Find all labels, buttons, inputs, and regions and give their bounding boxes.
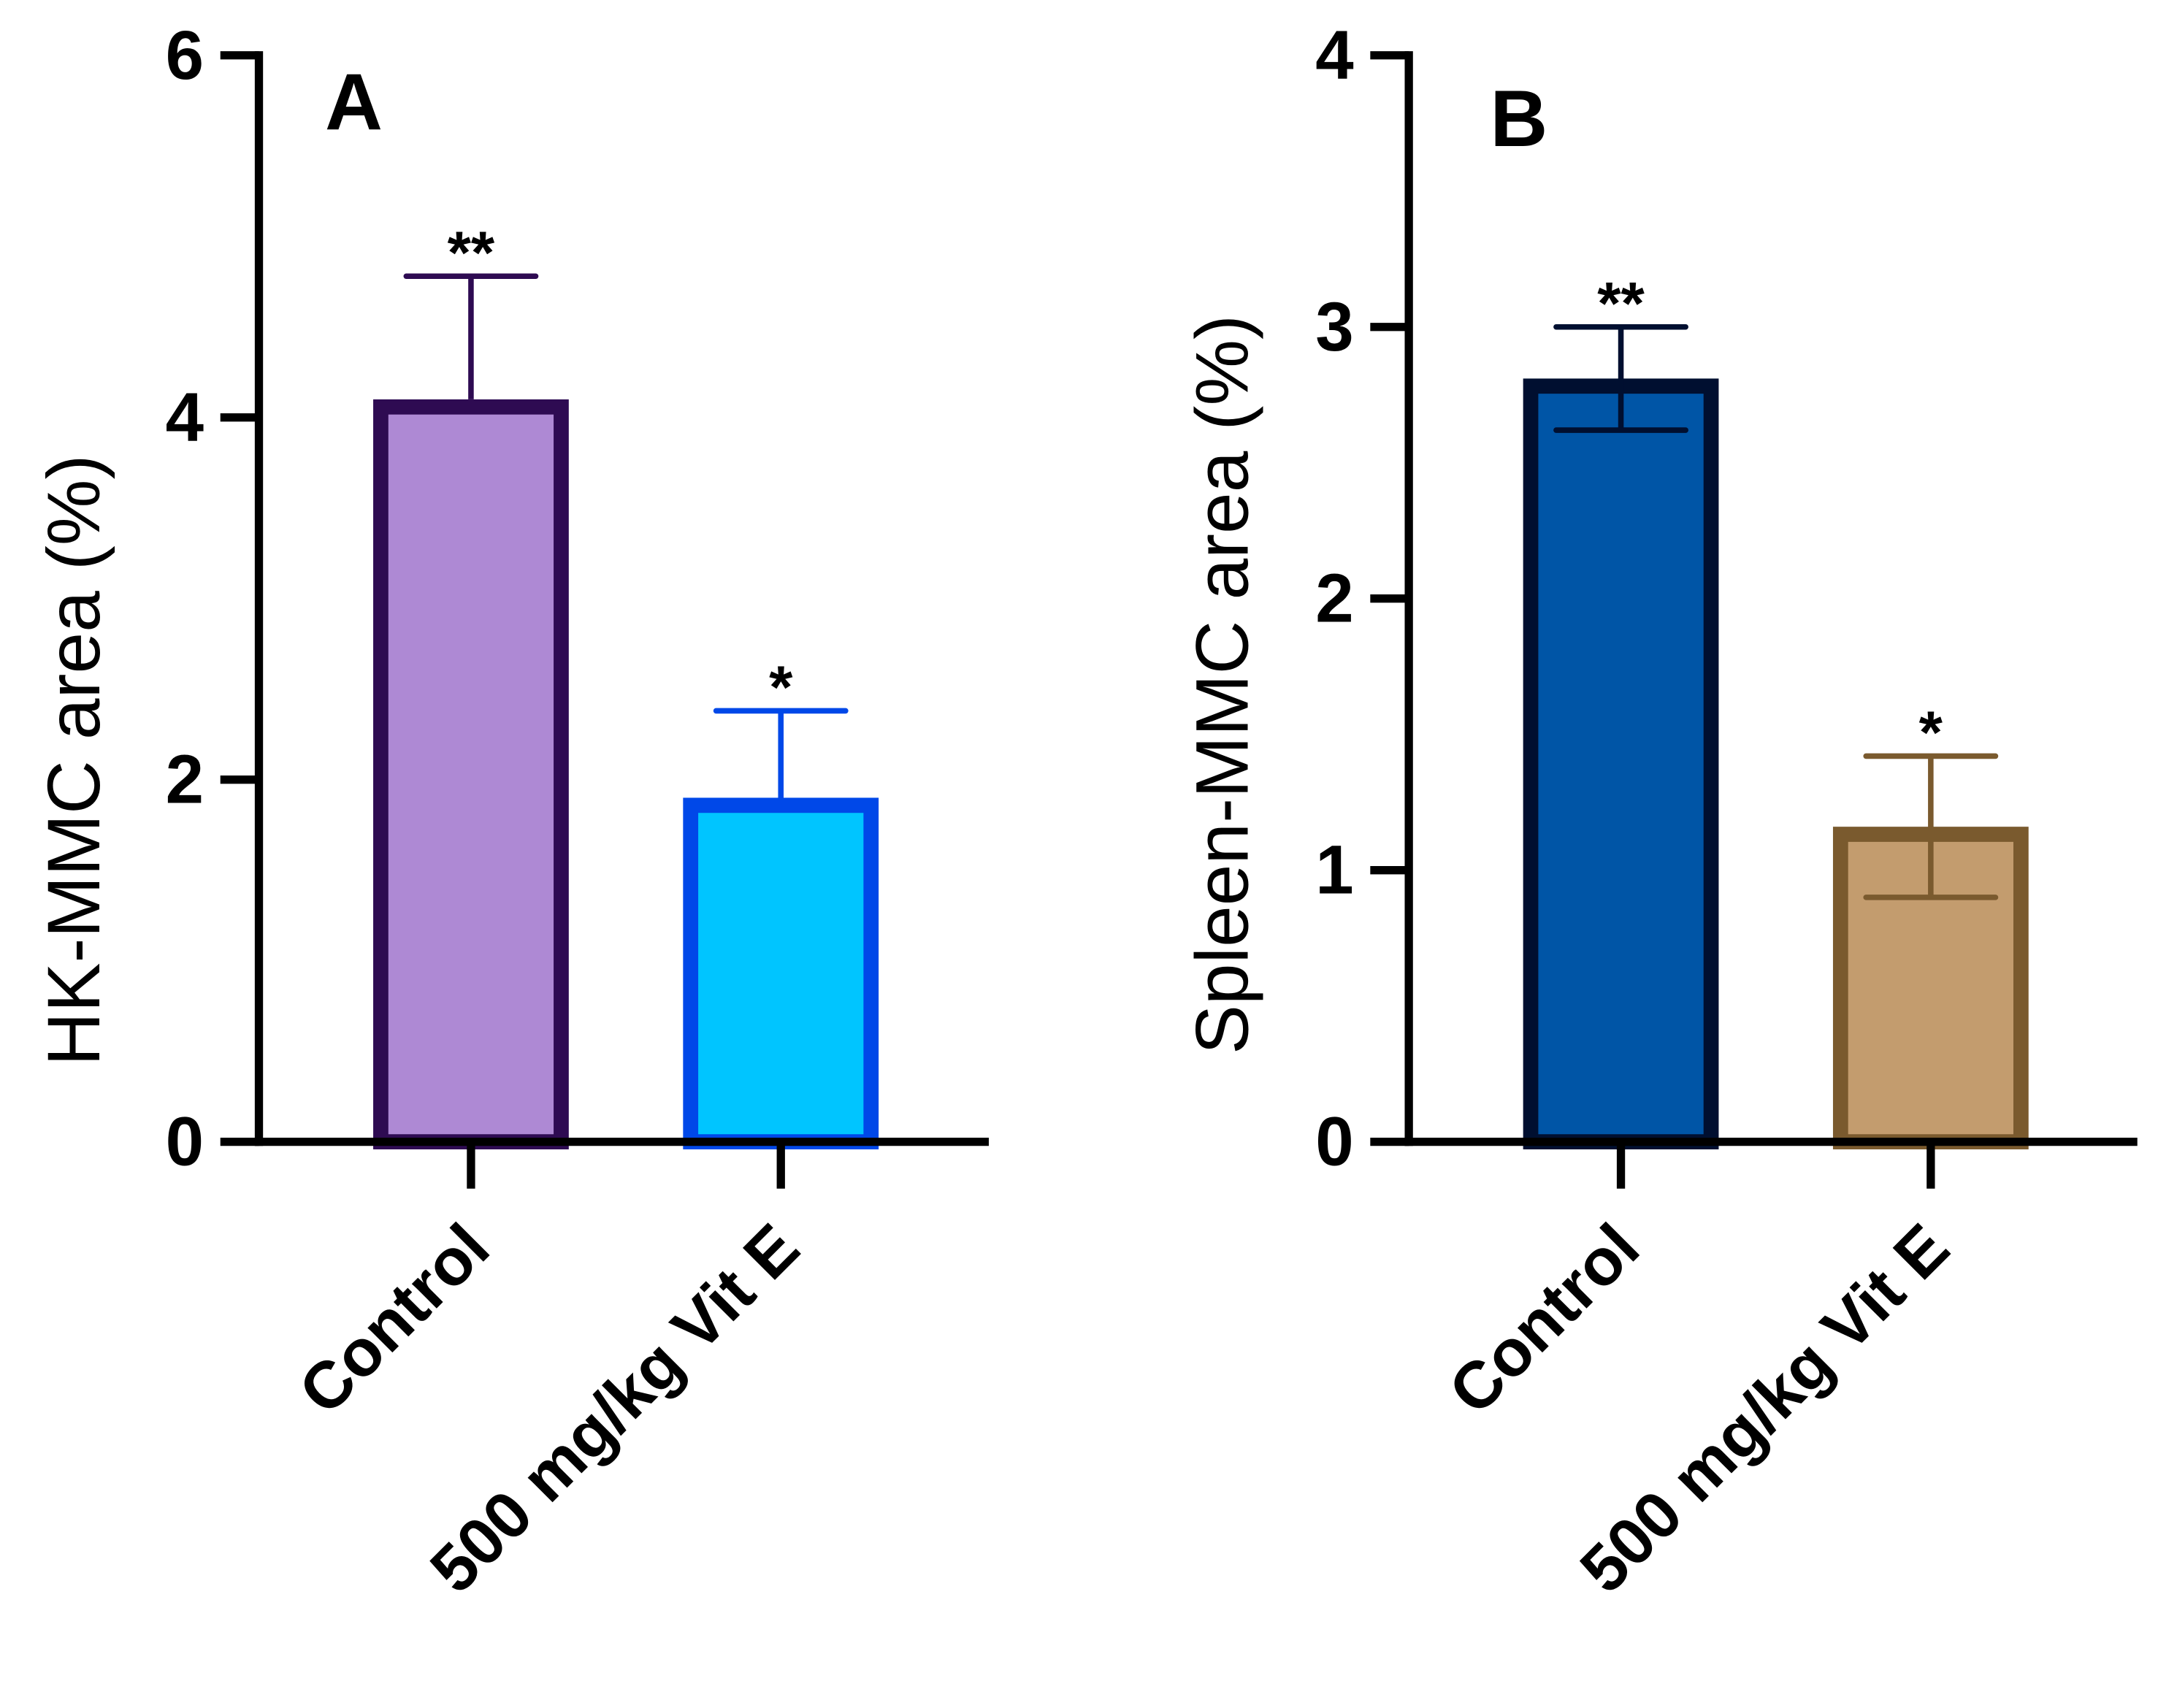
panel-b-chart: B Spleen-MMC area (%) **Control*500 mg/k… [1181,17,2138,1606]
significance-label: * [769,654,793,721]
y-tick-label: 6 [166,17,204,93]
y-tick-label: 4 [166,379,204,456]
x-tick-label: Control [1435,1210,1653,1428]
significance-label: * [1919,699,1943,767]
y-tick-label: 0 [1315,1103,1353,1180]
y-tick-label: 4 [1315,17,1353,93]
bar-0 [373,399,569,1149]
panel-label: A [325,58,383,148]
bar-0 [1523,378,1719,1149]
bar-1 [683,797,879,1149]
y-tick-label: 1 [1315,832,1353,908]
y-tick-label: 3 [1315,288,1353,365]
significance-label: ** [448,219,495,287]
y-axis-title: Spleen-MMC area (%) [1181,315,1264,1054]
y-tick-label: 0 [166,1103,204,1180]
panel-a-chart: A HK-MMC area (%) **Control*500 mg/kg Vi… [32,17,989,1606]
significance-label: ** [1597,269,1645,337]
y-tick-label: 2 [1315,560,1353,637]
y-tick-label: 2 [166,741,204,818]
x-tick-label: Control [285,1210,503,1428]
panel-label: B [1490,74,1547,164]
y-axis-title: HK-MMC area (%) [32,455,115,1066]
